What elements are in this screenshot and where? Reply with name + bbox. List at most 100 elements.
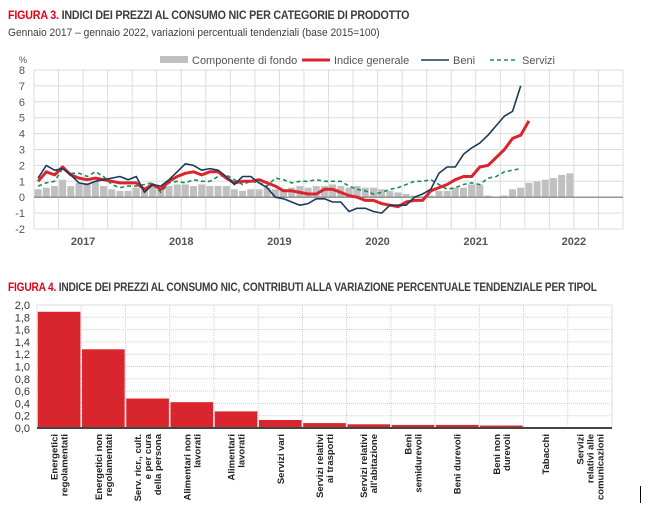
core-component-bar [468,184,476,198]
core-component-bar [108,189,116,198]
text-cursor [640,486,641,503]
y-tick-label: 7 [19,81,25,93]
core-component-bar [370,187,377,198]
core-component-bar [427,195,435,198]
core-component-bar [312,186,320,198]
core-component-bar [181,184,189,198]
y-tick-label: 0 [19,192,25,204]
category-label-line: Tabacchi [541,434,552,474]
y-tick-label: 0,6 [15,386,30,398]
core-component-bar [451,187,459,198]
core-component-bar [198,184,206,198]
category-label-line: Servizi vari [276,434,287,484]
x-tick-labels: 2017 2018 2019 2020 2021 2022 [71,236,586,248]
category-label: Energetici non regolamentati [94,434,115,500]
category-label: Beni semidurevoli [403,434,424,493]
core-component-bar [214,186,222,198]
category-label-line: lavorati [237,434,248,468]
beni-line [37,85,522,214]
category-label-line: comunicazioni [595,434,606,500]
legend-label: Componente di fondo [192,55,297,67]
core-component-bar [304,187,312,198]
core-component-bar [443,190,451,198]
y-tick-label: -2 [15,224,25,236]
y-tick-label: 1,8 [15,312,30,324]
core-component-bar [288,187,296,198]
core-component-bar [263,187,271,198]
category-label-line: regolamentati [104,434,115,496]
legend-label: Beni [453,55,475,67]
core-component-bar [50,186,58,198]
core-component-bar [280,189,287,198]
core-component-bar [525,182,533,198]
legend-swatch-bar [160,56,188,63]
bar-chart: 0,00,20,40,60,81,01,21,41,61,82,0 Energe… [15,300,613,501]
figure-3-title-text: INDICI DEI PREZZI AL CONSUMO NIC PER CAT… [58,10,410,22]
core-component-bar [42,187,50,198]
y-tick-label: 5 [19,113,25,125]
figure-3-title: FIGURA 3. INDICI DEI PREZZI AL CONSUMO N… [8,10,410,22]
figure-4-number: FIGURA 4. [8,282,57,294]
core-component-bar [91,181,99,198]
servizi-line [37,167,521,195]
x-tick-label: 2018 [169,236,193,248]
core-component-bar [353,186,361,198]
category-label: Servizi relativi ai trasporti [315,434,336,498]
y-tick-label: 0,8 [15,374,30,386]
y-tick-label: 1,4 [15,337,30,349]
core-component-bar [533,181,541,198]
bar [37,311,81,428]
y-tick-label: 0,2 [15,411,30,423]
category-label: Energetici regolamentati [50,434,71,496]
core-component-bar [222,186,230,198]
category-label: Serv. ricr., cult. e per cura della person… [133,433,164,501]
category-label-line: Serv. ricr., cult. [133,434,144,501]
core-component-bar [34,189,42,198]
category-label: Beni non durevoli [492,434,513,475]
category-label-line: relativi alle [585,434,596,483]
core-component-bar [541,179,549,198]
core-component-bar [402,194,410,198]
bar [347,424,391,428]
core-component-bar [67,186,75,198]
y-tick-label: 6 [19,97,25,109]
core-component-bar [190,186,198,198]
core-component-bar [173,184,181,198]
y-tick-label: -1 [15,208,25,220]
bar [480,425,523,428]
category-label: Servizi vari [276,434,287,484]
core-component-bar [140,189,148,198]
legend-label: Servizi [522,55,555,67]
x-tick-label: 2020 [365,236,389,248]
x-tick-label: 2017 [71,236,95,248]
core-component-bar [100,186,108,198]
category-label-line: semidurevoli [413,434,424,493]
category-label-line: Beni non [492,434,503,475]
category-label: Servizi relativi all'abitazione [359,434,380,498]
y-tick-label: 8 [19,65,25,77]
category-label: Servizi relativi alle comunicazioni [575,434,606,500]
y-tick-label: 4 [19,129,25,141]
y-axis-unit-label: % [19,55,27,65]
category-label: Alimentari lavorati [227,434,248,480]
y-tick-label: 1,6 [15,325,30,337]
category-label-line: Alimentari non [182,434,193,501]
core-component-bar [320,186,328,198]
core-component-bar [517,187,525,198]
line-chart: -2 -1 0 1 2 3 4 5 6 7 8 2017 2018 2019 2020 2021 2022 %… [15,55,624,248]
y-tick-label: 0,4 [15,398,30,410]
category-label-line: durevoli [502,434,513,471]
core-component-bar [435,190,443,198]
category-label-line: e per cura [143,433,154,479]
category-label-line: lavorati [192,434,203,468]
core-component-bar [132,187,140,198]
core-component-bar [345,187,353,198]
bar [214,411,258,428]
category-label-line: all'abitazione [369,434,380,493]
category-label-line: Servizi relativi [359,434,370,498]
core-component-bar [149,186,157,198]
core-component-bar [549,178,557,198]
series-lines [36,85,531,214]
core-component-bar [476,184,484,198]
category-label-line: della persona [153,433,164,495]
